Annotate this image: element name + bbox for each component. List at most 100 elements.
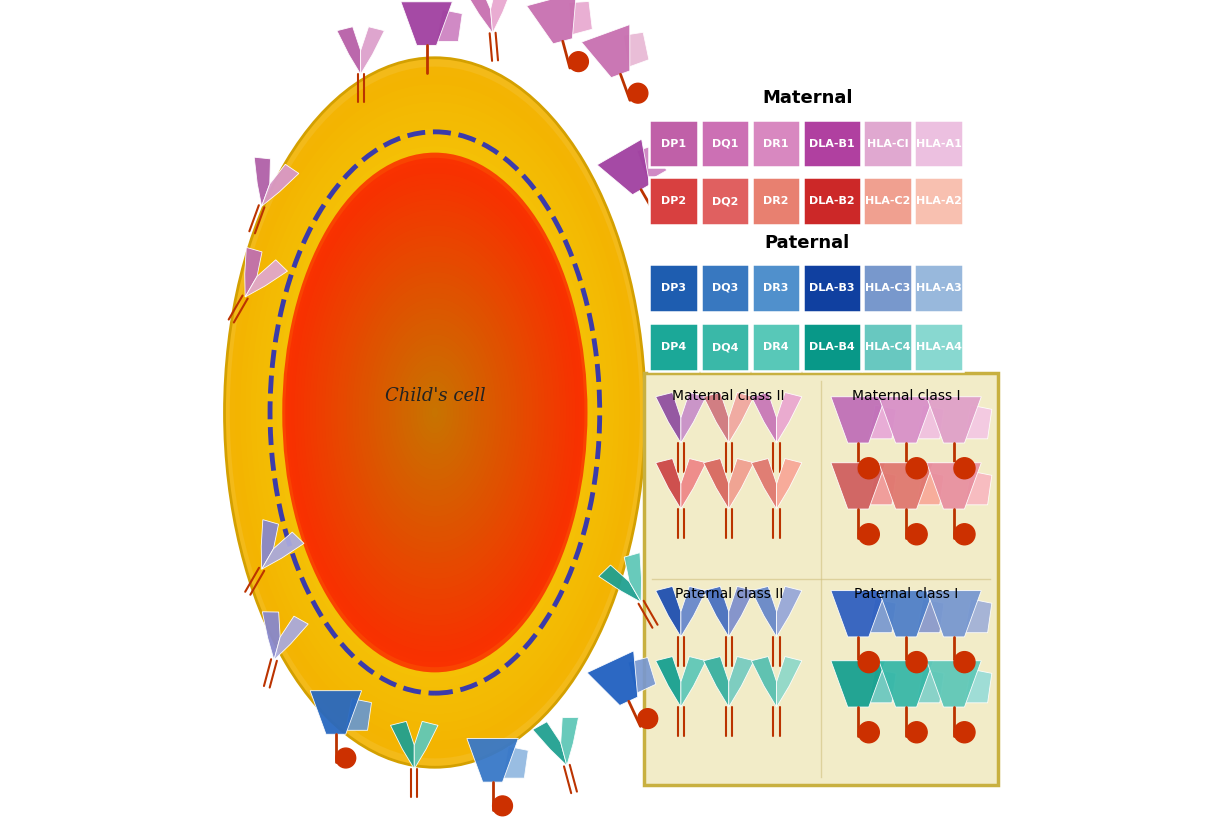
Ellipse shape [292,173,577,652]
Polygon shape [703,459,728,509]
Polygon shape [656,393,681,443]
Ellipse shape [372,306,498,519]
Polygon shape [964,471,992,505]
FancyBboxPatch shape [650,264,698,312]
Ellipse shape [323,220,547,605]
Ellipse shape [388,332,482,493]
Text: HLA-A1: HLA-A1 [916,139,962,148]
FancyBboxPatch shape [644,373,998,785]
Ellipse shape [309,200,561,625]
Polygon shape [527,0,576,44]
Text: DLA-B1: DLA-B1 [809,139,854,148]
Text: Maternal class I: Maternal class I [852,389,960,403]
Circle shape [906,524,928,544]
Polygon shape [917,669,943,703]
Polygon shape [927,397,981,443]
Polygon shape [927,463,981,509]
Polygon shape [587,651,638,705]
Ellipse shape [230,67,640,758]
Ellipse shape [431,408,439,417]
Text: DP3: DP3 [661,283,686,293]
Text: HLA-A3: HLA-A3 [916,283,962,293]
FancyBboxPatch shape [701,323,749,371]
Polygon shape [533,722,567,766]
Ellipse shape [381,319,489,506]
Circle shape [569,52,588,72]
Ellipse shape [319,215,551,610]
Ellipse shape [303,189,567,636]
Text: DR4: DR4 [763,342,789,352]
Ellipse shape [330,235,540,590]
Ellipse shape [408,368,461,457]
Polygon shape [561,718,579,766]
Circle shape [906,652,928,672]
Text: DR3: DR3 [763,283,789,293]
Polygon shape [917,599,943,633]
FancyBboxPatch shape [914,120,963,167]
Polygon shape [262,532,304,569]
Ellipse shape [419,386,451,439]
Polygon shape [681,459,707,509]
Polygon shape [777,393,802,443]
FancyBboxPatch shape [650,177,698,225]
FancyBboxPatch shape [751,120,801,167]
Circle shape [638,709,657,728]
Ellipse shape [361,288,509,537]
Ellipse shape [355,277,515,548]
Ellipse shape [419,386,451,439]
Polygon shape [878,397,934,443]
Circle shape [651,196,672,215]
Text: DR2: DR2 [763,196,789,206]
Polygon shape [869,405,896,439]
Text: DLA-B3: DLA-B3 [809,283,854,293]
Text: Child's cell: Child's cell [384,387,486,405]
Text: Paternal class I: Paternal class I [854,587,958,601]
Ellipse shape [236,75,634,749]
Polygon shape [465,0,493,33]
Polygon shape [777,587,802,637]
Ellipse shape [283,153,587,672]
Ellipse shape [430,403,440,422]
Ellipse shape [377,314,493,512]
Circle shape [336,748,355,768]
Polygon shape [728,459,754,509]
FancyBboxPatch shape [803,264,860,312]
Polygon shape [361,26,384,74]
Polygon shape [869,471,896,505]
Circle shape [954,652,975,672]
Ellipse shape [337,246,533,579]
Polygon shape [777,657,802,707]
FancyBboxPatch shape [863,120,912,167]
Ellipse shape [295,173,575,652]
Ellipse shape [407,365,463,460]
FancyBboxPatch shape [914,323,963,371]
Polygon shape [728,393,754,443]
Ellipse shape [307,194,563,631]
Circle shape [628,83,647,103]
Ellipse shape [393,342,477,483]
Ellipse shape [365,293,505,532]
Polygon shape [656,459,681,509]
Polygon shape [637,144,667,182]
Polygon shape [751,459,777,509]
Ellipse shape [424,395,446,431]
Polygon shape [751,657,777,707]
Circle shape [906,722,928,742]
FancyBboxPatch shape [701,120,749,167]
Polygon shape [656,657,681,707]
Text: HLA-C3: HLA-C3 [865,283,910,293]
Ellipse shape [315,210,554,615]
Circle shape [858,722,879,742]
Ellipse shape [291,168,579,657]
Polygon shape [728,657,754,707]
Ellipse shape [341,252,529,573]
Polygon shape [927,661,981,707]
Ellipse shape [383,324,487,501]
Ellipse shape [251,102,618,723]
Polygon shape [777,459,802,509]
Polygon shape [964,405,992,439]
Polygon shape [262,164,298,206]
Text: Maternal: Maternal [762,89,853,107]
Polygon shape [917,405,943,439]
Ellipse shape [382,323,488,501]
